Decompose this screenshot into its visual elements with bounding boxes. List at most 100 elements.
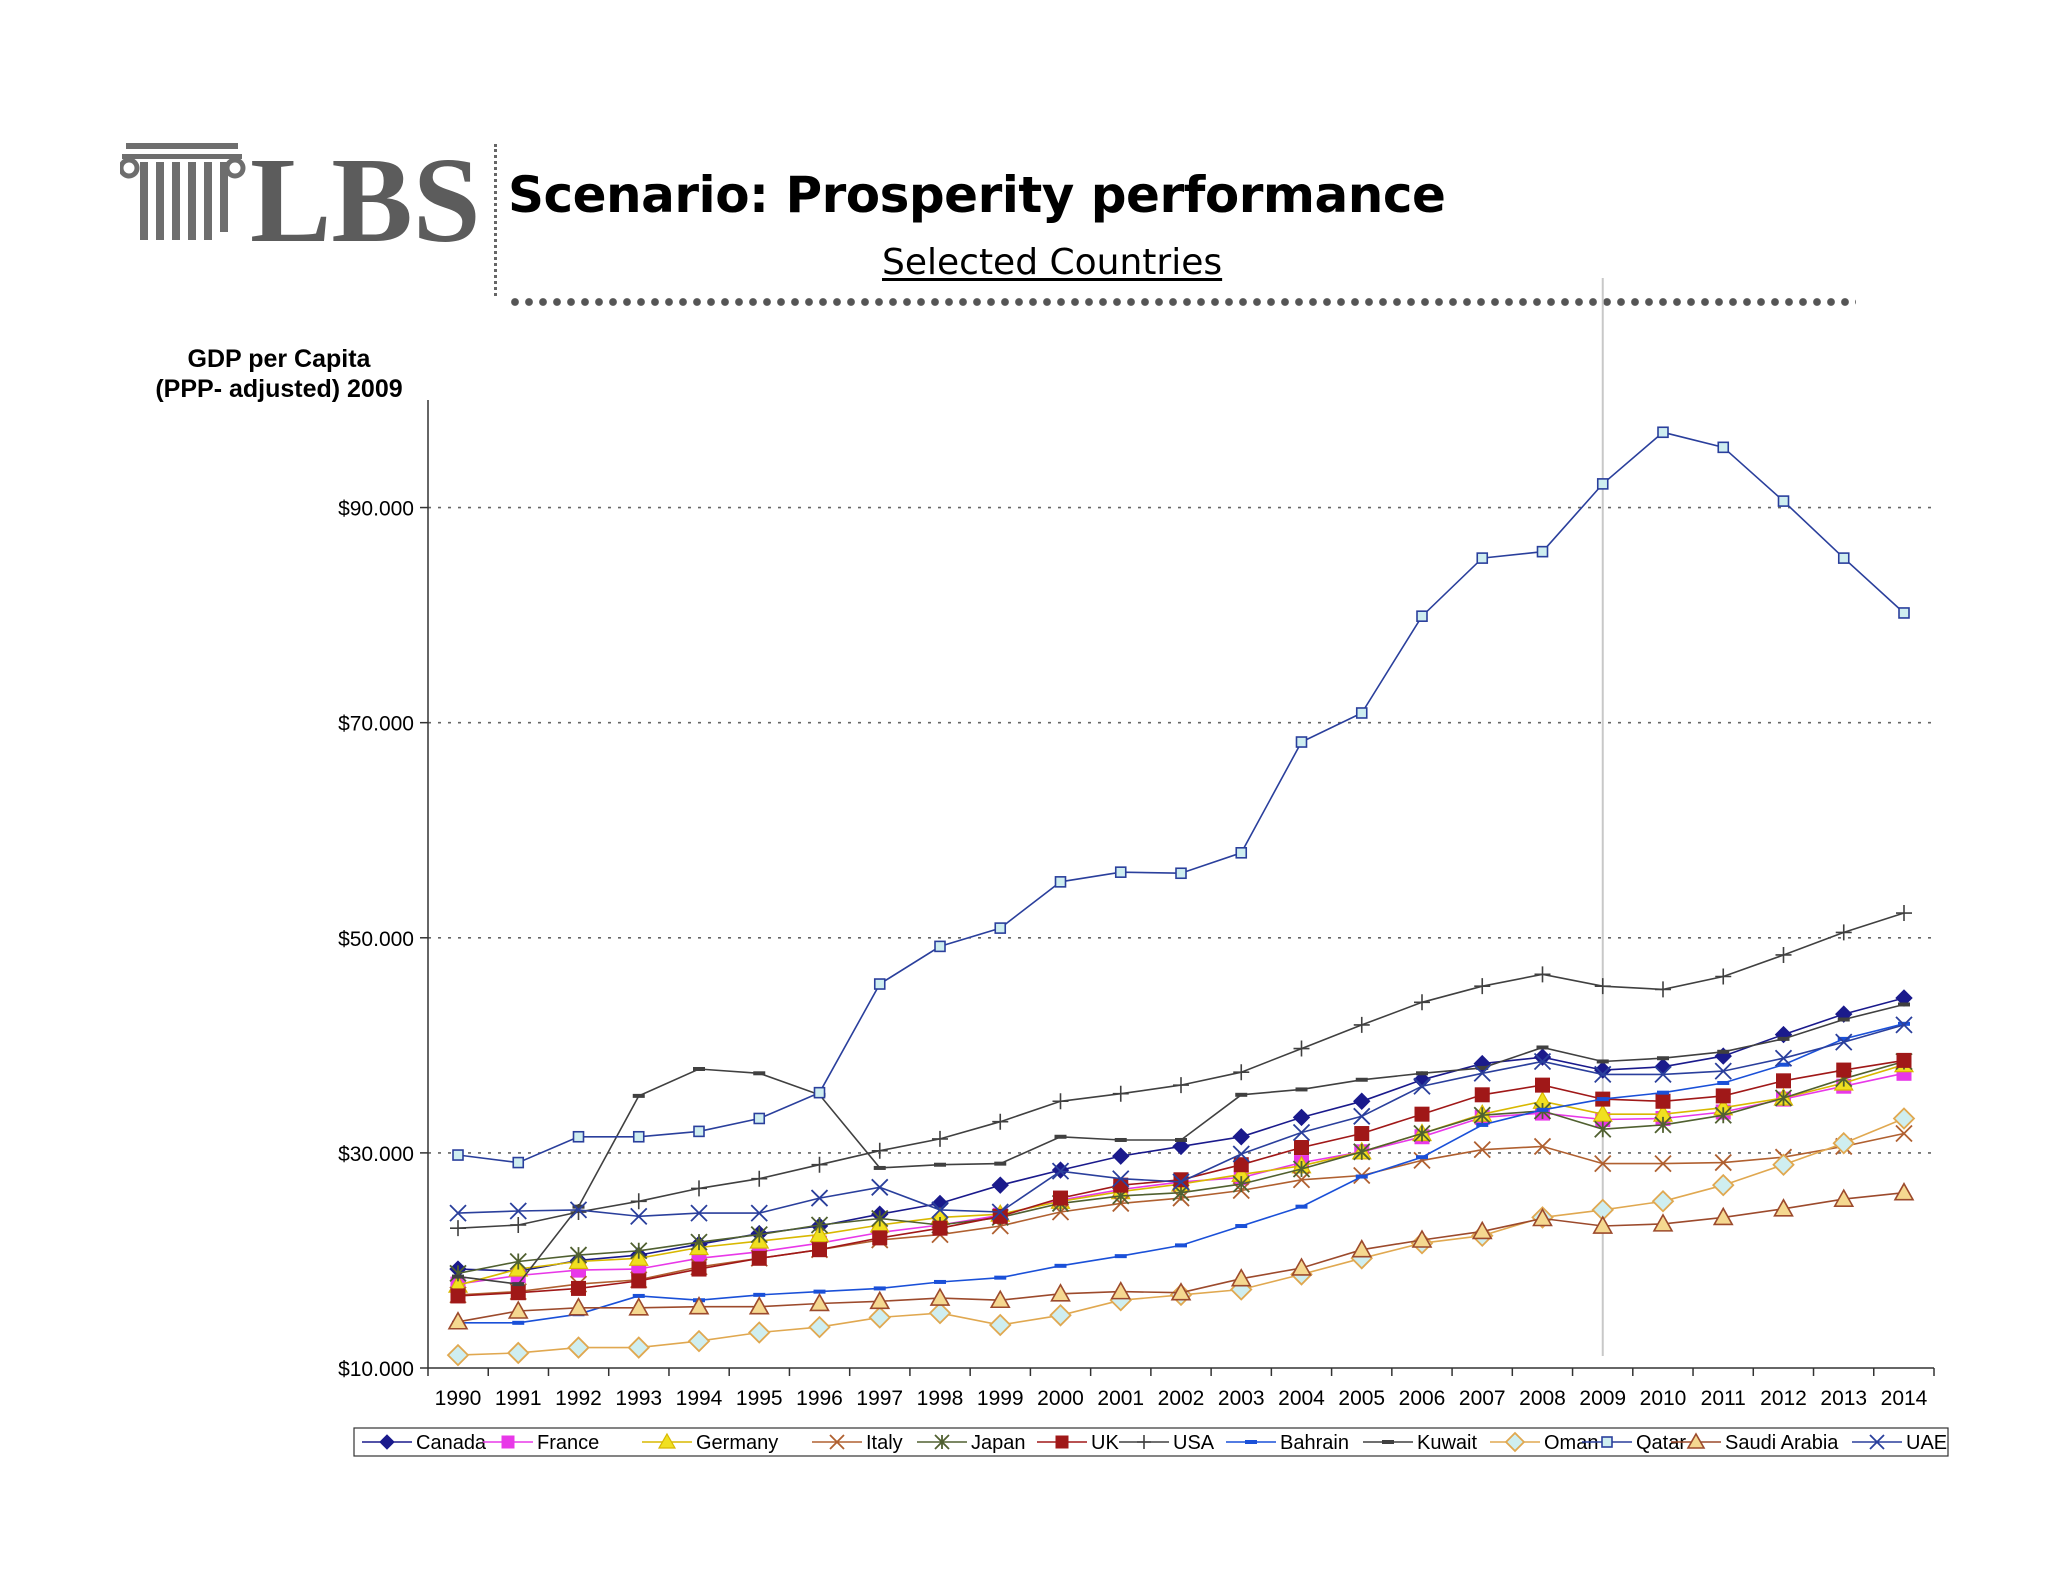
x-tick-label: 1993 (615, 1387, 662, 1410)
data-point-qatar (873, 978, 886, 990)
data-point-saudi-arabia (809, 1292, 830, 1312)
data-point-usa (811, 1156, 828, 1173)
x-tick-label: 2012 (1760, 1387, 1807, 1410)
data-point-saudi-arabia (1230, 1268, 1252, 1287)
data-point-saudi-arabia (447, 1311, 469, 1330)
x-tick-label: 2010 (1640, 1387, 1687, 1410)
data-point-kuwait (1717, 1049, 1730, 1054)
data-point-italy (1051, 1203, 1070, 1221)
x-tick-label: 2004 (1278, 1387, 1325, 1410)
data-point-saudi-arabia (1170, 1282, 1192, 1301)
data-point-japan (449, 1264, 467, 1282)
data-point-uk (571, 1280, 586, 1296)
data-point-canada (991, 1176, 1009, 1194)
data-point-kuwait (1054, 1134, 1067, 1139)
data-point-germany (1592, 1103, 1613, 1122)
legend-label: UAE (1906, 1432, 1947, 1454)
y-ticks: $10.000 $30.000 $50.000 $70.000 $90.000 (338, 498, 428, 1381)
legend-label: Italy (866, 1432, 903, 1454)
y-tick-label: $70.000 (338, 713, 414, 736)
data-point-uae (1353, 1107, 1371, 1125)
data-point-japan (1292, 1160, 1311, 1178)
data-point-saudi-arabia (1773, 1198, 1794, 1217)
data-point-usa (691, 1180, 707, 1197)
data-point-qatar (1235, 847, 1248, 859)
data-point-oman (988, 1313, 1012, 1337)
data-point-bahrain (1416, 1155, 1428, 1160)
data-point-kuwait (1657, 1056, 1669, 1061)
data-point-kuwait (1837, 1017, 1850, 1022)
legend-marker (501, 1435, 515, 1449)
data-point-saudi-arabia (568, 1297, 589, 1316)
data-point-canada (1112, 1147, 1130, 1165)
data-point-saudi-arabia (1110, 1281, 1132, 1300)
data-point-kuwait (1235, 1092, 1248, 1097)
data-point-oman (747, 1321, 771, 1344)
data-point-germany (809, 1224, 830, 1243)
data-point-italy (1533, 1137, 1552, 1156)
data-point-usa (1715, 968, 1732, 985)
series-qatar (452, 426, 1910, 1169)
data-point-oman (687, 1329, 711, 1353)
x-tick-label: 2001 (1097, 1387, 1144, 1410)
data-point-uk (631, 1273, 647, 1289)
data-point-kuwait (873, 1165, 886, 1170)
data-point-italy (1654, 1155, 1672, 1173)
legend-marker (657, 1432, 677, 1449)
data-point-canada (1353, 1092, 1371, 1110)
data-point-kuwait (994, 1161, 1007, 1166)
series-line-qatar (457, 431, 1905, 1164)
series-line-japan (457, 1060, 1905, 1275)
legend-item-kuwait: Kuwait (1363, 1432, 1477, 1454)
data-point-japan (1473, 1106, 1491, 1124)
data-point-oman (868, 1306, 892, 1329)
legend-item-usa: USA (1119, 1432, 1215, 1454)
data-point-bahrain (1596, 1097, 1609, 1102)
data-point-bahrain (873, 1286, 886, 1291)
data-point-bahrain (994, 1275, 1007, 1280)
legend-marker (934, 1434, 950, 1450)
legend-item-canada: Canada (362, 1432, 487, 1454)
y-tick-label: $50.000 (338, 928, 414, 951)
data-point-qatar (1536, 545, 1549, 558)
data-point-usa (1112, 1085, 1129, 1102)
data-point-japan (1774, 1089, 1793, 1107)
x-tick-label: 2000 (1037, 1387, 1084, 1410)
data-point-uk (510, 1285, 526, 1301)
series-uae (449, 1016, 1913, 1225)
data-point-bahrain (1054, 1263, 1067, 1268)
legend-item-qatar: Qatar (1582, 1432, 1686, 1454)
data-point-uae (750, 1204, 768, 1222)
legend-marker (1137, 1435, 1151, 1449)
data-point-qatar (1114, 866, 1127, 878)
data-point-usa (992, 1113, 1009, 1130)
legend-item-japan: Japan (917, 1432, 1026, 1454)
data-point-japan (750, 1225, 768, 1244)
x-tick-label: 2009 (1579, 1387, 1626, 1410)
x-tick-label: 2002 (1158, 1387, 1205, 1410)
data-point-bahrain (1114, 1254, 1127, 1259)
legend-label: USA (1173, 1432, 1215, 1454)
data-point-canada (1533, 1048, 1552, 1066)
data-point-kuwait (1355, 1077, 1368, 1082)
legend-marker (1382, 1440, 1394, 1444)
data-point-canada (1292, 1108, 1311, 1127)
data-point-uk (1776, 1073, 1791, 1089)
legend-label: Kuwait (1417, 1432, 1477, 1454)
legend-label: Qatar (1636, 1432, 1686, 1454)
data-point-uae (871, 1178, 889, 1196)
data-point-uk (1053, 1190, 1068, 1206)
data-point-japan (1413, 1124, 1431, 1143)
data-point-japan (1714, 1106, 1732, 1124)
x-tick-label: 2008 (1519, 1387, 1566, 1410)
data-point-japan (810, 1216, 829, 1234)
data-point-uk (992, 1208, 1008, 1224)
x-tick-label: 2003 (1218, 1387, 1265, 1410)
data-point-uae (630, 1207, 648, 1225)
data-point-uk (932, 1220, 948, 1236)
gridlines (428, 506, 1934, 1154)
y-tick-label: $90.000 (338, 498, 414, 521)
legend-label: Japan (971, 1432, 1026, 1454)
data-point-kuwait (1476, 1065, 1489, 1070)
x-tick-label: 1996 (796, 1387, 843, 1410)
